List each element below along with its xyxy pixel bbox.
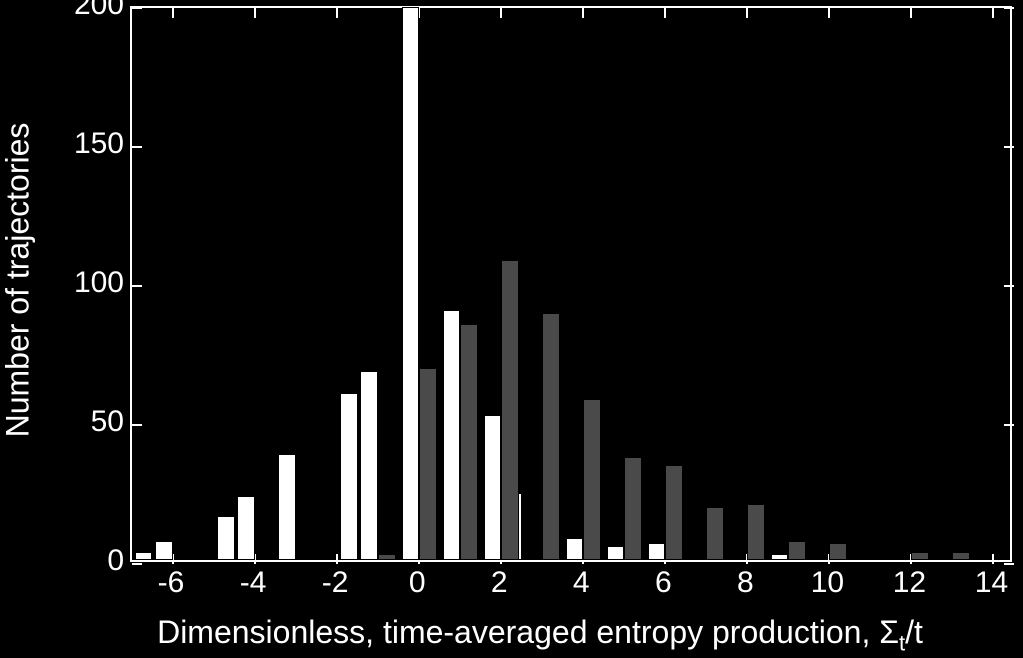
histogram-bar-white	[648, 543, 666, 560]
histogram-bar-white	[443, 310, 461, 560]
y-tick-label: 50	[54, 405, 124, 439]
x-tick-label: 4	[573, 566, 590, 600]
x-tick	[172, 8, 174, 18]
y-tick-label: 100	[54, 266, 124, 300]
x-tick-label: 0	[409, 566, 426, 600]
y-tick-label: 150	[54, 127, 124, 161]
histogram-bar-gray	[460, 324, 478, 560]
histogram-bar-white	[217, 516, 235, 560]
histogram-bar-white	[155, 541, 173, 560]
x-tick-label: -2	[322, 566, 349, 600]
x-tick-label: 6	[655, 566, 672, 600]
histogram-bar-gray	[378, 554, 396, 560]
y-tick	[1004, 7, 1014, 9]
x-tick	[746, 8, 748, 18]
entropy-histogram: Number of trajectories Dimensionless, ti…	[0, 0, 1023, 658]
histogram-bar-white	[360, 371, 378, 560]
x-tick-label: 8	[737, 566, 754, 600]
y-tick	[1004, 146, 1014, 148]
x-tick	[664, 8, 666, 18]
histogram-bar-gray	[788, 541, 806, 560]
histogram-bar-gray	[706, 507, 724, 560]
histogram-bar-white	[340, 393, 358, 560]
x-tick	[992, 554, 994, 564]
x-tick	[582, 8, 584, 18]
x-tick-label: 2	[491, 566, 508, 600]
x-tick	[910, 8, 912, 18]
y-tick	[132, 7, 142, 9]
histogram-bar-gray	[952, 552, 970, 560]
histogram-bar-gray	[747, 504, 765, 560]
histogram-bar-white	[135, 552, 153, 560]
y-tick	[132, 146, 142, 148]
histogram-bar-gray	[911, 552, 929, 560]
y-tick	[1004, 285, 1014, 287]
y-axis-label: Number of trajectories	[0, 123, 37, 438]
x-tick-label: -6	[158, 566, 185, 600]
y-tick-label: 0	[54, 544, 124, 578]
x-tick	[336, 8, 338, 18]
x-tick	[254, 8, 256, 18]
histogram-bar-white	[484, 415, 502, 560]
histogram-bar-gray	[542, 313, 560, 560]
x-tick	[500, 8, 502, 18]
y-tick	[132, 563, 142, 565]
x-tick-label: 10	[811, 566, 844, 600]
histogram-bar-gray	[583, 399, 601, 560]
x-tick-label: 14	[975, 566, 1008, 600]
x-tick	[336, 554, 338, 564]
y-tick	[1004, 563, 1014, 565]
y-tick	[132, 285, 142, 287]
x-tick-label: -4	[240, 566, 267, 600]
histogram-bar-gray	[419, 368, 437, 560]
x-tick	[992, 8, 994, 18]
y-tick-label: 200	[54, 0, 124, 22]
histogram-bar-white	[402, 7, 420, 560]
histogram-bar-white	[771, 554, 789, 560]
histogram-bar-gray	[665, 465, 683, 560]
y-tick	[1004, 424, 1014, 426]
x-axis-label: Dimensionless, time-averaged entropy pro…	[60, 614, 1020, 656]
histogram-bar-gray	[624, 457, 642, 560]
histogram-bar-gray	[829, 543, 847, 560]
y-tick	[132, 424, 142, 426]
histogram-bar-white	[237, 496, 255, 560]
plot-area	[130, 6, 1012, 562]
histogram-bar-white	[607, 546, 625, 560]
x-tick-label: 12	[893, 566, 926, 600]
histogram-bar-white	[566, 538, 584, 560]
x-tick	[828, 8, 830, 18]
histogram-bar-gray	[501, 260, 519, 560]
histogram-bar-white	[278, 454, 296, 560]
